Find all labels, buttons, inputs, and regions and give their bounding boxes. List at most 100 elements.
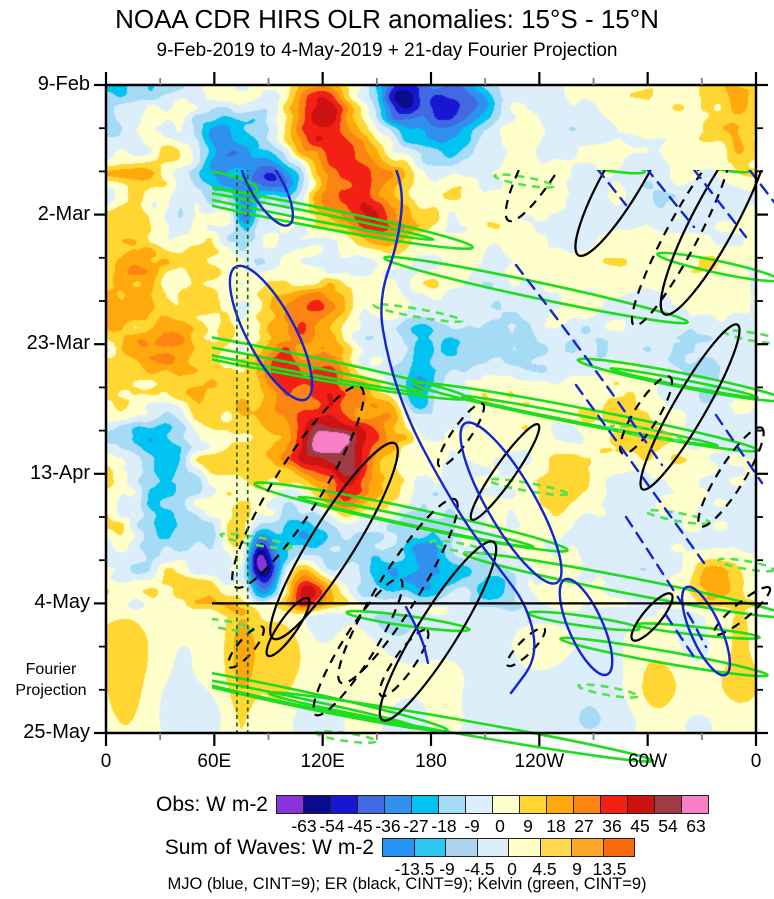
er-wave-contour <box>630 592 674 642</box>
colorbar-cell <box>571 838 604 857</box>
colorbar-cell <box>330 795 358 814</box>
colorbar-cell <box>382 838 415 857</box>
waves-colorbar <box>382 838 635 857</box>
er-wave-contour-dashed <box>630 170 732 327</box>
colorbar-tick-label: 0 <box>507 859 517 879</box>
colorbar-tick-label: -36 <box>375 816 401 836</box>
colorbar-cell <box>492 795 520 814</box>
chart-title: NOAA CDR HIRS OLR anomalies: 15°S - 15°N <box>115 4 659 34</box>
mjo-contour-dashed <box>624 515 708 649</box>
er-wave-contour-dashed <box>231 385 365 589</box>
colorbar-cell <box>654 795 682 814</box>
colorbar-cell <box>602 838 635 857</box>
colorbar-cell <box>539 838 572 857</box>
er-wave-contour <box>639 323 741 491</box>
colorbar-cell <box>411 795 439 814</box>
kelvin-wave-contour <box>674 170 752 174</box>
contours-group <box>135 148 774 763</box>
mjo-contour-dashed <box>714 413 764 485</box>
waves-colorbar-ticks: -13.5 -9 -4.5 0 4.5 9 13.5 <box>382 859 642 879</box>
kelvin-wave-contour <box>212 175 475 251</box>
mjo-contour <box>680 585 732 677</box>
fourier-annotation-line1: Fourier <box>25 661 77 678</box>
er-wave-contour-dashed <box>697 426 765 528</box>
colorbar-tick-label: 18 <box>546 816 566 836</box>
x-axis-label-0: 0 <box>100 751 112 772</box>
kelvin-wave-contour <box>212 184 435 242</box>
mjo-contour <box>237 170 295 227</box>
mjo-contour-dashed <box>664 613 696 659</box>
kelvin-wave-contour <box>656 251 774 283</box>
colorbar-cell <box>445 838 478 857</box>
y-axis-label-13-Apr: 13-Apr <box>29 461 90 484</box>
y-axis-label-9-Feb: 9-Feb <box>37 73 90 95</box>
colorbar-cell <box>303 795 331 814</box>
kelvin-wave-contour <box>135 148 201 178</box>
kelvin-wave-contour <box>521 170 647 175</box>
kelvin-wave-contour <box>609 367 759 399</box>
colorbar-cell <box>600 795 628 814</box>
y-axis-label-2-Mar: 2-Mar <box>37 202 90 225</box>
kelvin-wave-contour-dashed <box>717 557 774 573</box>
waves-colorbar-label: Sum of Waves: W m-2 <box>164 836 374 859</box>
mjo-contour-dashed <box>748 170 774 204</box>
er-wave-contour-dashed <box>436 402 486 468</box>
colorbar-tick-label: -13.5 <box>394 859 435 879</box>
x-axis-label-0: 0 <box>750 751 762 772</box>
kelvin-wave-contour <box>297 495 535 549</box>
colorbar-tick-label: -4.5 <box>464 859 495 879</box>
obs-colorbar-label-wrap: Obs: W m-2 <box>0 793 268 817</box>
kelvin-wave-contour-dashed <box>609 424 683 442</box>
kelvin-wave-contour-dashed <box>314 729 378 745</box>
mjo-contour <box>558 577 614 677</box>
colorbar-cell <box>357 795 385 814</box>
er-wave-contour <box>574 170 678 257</box>
kelvin-wave-contour <box>212 661 449 733</box>
chart-subtitle: 9-Feb-2019 to 4-May-2019 + 21-day Fourie… <box>156 40 618 61</box>
colorbar-tick-label: 63 <box>686 816 706 836</box>
colorbar-tick-label: 4.5 <box>532 859 557 879</box>
er-wave-contour <box>469 423 541 521</box>
colorbar-cell <box>384 795 412 814</box>
colorbar-tick-label: 9 <box>523 816 533 836</box>
kelvin-wave-contour-dashed <box>577 683 639 699</box>
kelvin-wave-contour-dashed <box>219 532 293 550</box>
colorbar-cell <box>438 795 466 814</box>
mjo-contour-dashed <box>596 170 628 207</box>
mjo-contour-dashed <box>692 170 748 239</box>
er-wave-contour-dashed <box>378 628 430 698</box>
kelvin-wave-contour-dashed <box>212 617 255 633</box>
er-wave-contour-dashed <box>227 625 265 669</box>
mjo-contour-dashed <box>574 383 706 565</box>
mjo-contour <box>380 170 536 695</box>
er-wave-contour <box>265 596 311 658</box>
obs-colorbar-ticks: -63 -54 -45 -36 -27 -18 -9 0 9 18 27 36 45 54 63 <box>276 816 724 836</box>
kelvin-wave-contour <box>383 255 689 325</box>
x-axis-label-60E: 60E <box>197 751 232 772</box>
mjo-contour-dashed <box>646 170 696 229</box>
colorbar-cell <box>413 838 446 857</box>
er-wave-contour <box>659 170 773 316</box>
er-wave-contour-dashed <box>618 375 674 455</box>
axes-and-contours-overlay <box>94 72 774 763</box>
er-wave-contour-dashed <box>312 577 404 717</box>
colorbar-cell <box>681 795 709 814</box>
colorbar-tick-label: -27 <box>403 816 429 836</box>
colorbar-cell <box>573 795 601 814</box>
colorbar-cell <box>465 795 493 814</box>
colorbar-tick-label: 9 <box>572 859 582 879</box>
y-axis-label-4-May: 4-May <box>34 591 90 614</box>
kelvin-wave-contour <box>461 394 719 448</box>
contour-legend-caption: MJO (blue, CINT=9); ER (black, CINT=9); … <box>167 875 647 893</box>
x-axis-label-120W: 120W <box>514 751 565 772</box>
colorbar-tick-label: -63 <box>291 816 317 836</box>
colorbar-cell <box>276 795 304 814</box>
kelvin-wave-contour <box>462 551 774 619</box>
er-wave-contour-dashed <box>337 497 459 685</box>
colorbar-tick-label: -54 <box>319 816 345 836</box>
er-wave-contour <box>378 540 498 722</box>
colorbar-cell <box>508 838 541 857</box>
er-wave-contour-dashed <box>505 626 547 668</box>
obs-colorbar <box>276 795 709 814</box>
waves-colorbar-label-wrap: Sum of Waves: W m-2 <box>0 836 374 860</box>
